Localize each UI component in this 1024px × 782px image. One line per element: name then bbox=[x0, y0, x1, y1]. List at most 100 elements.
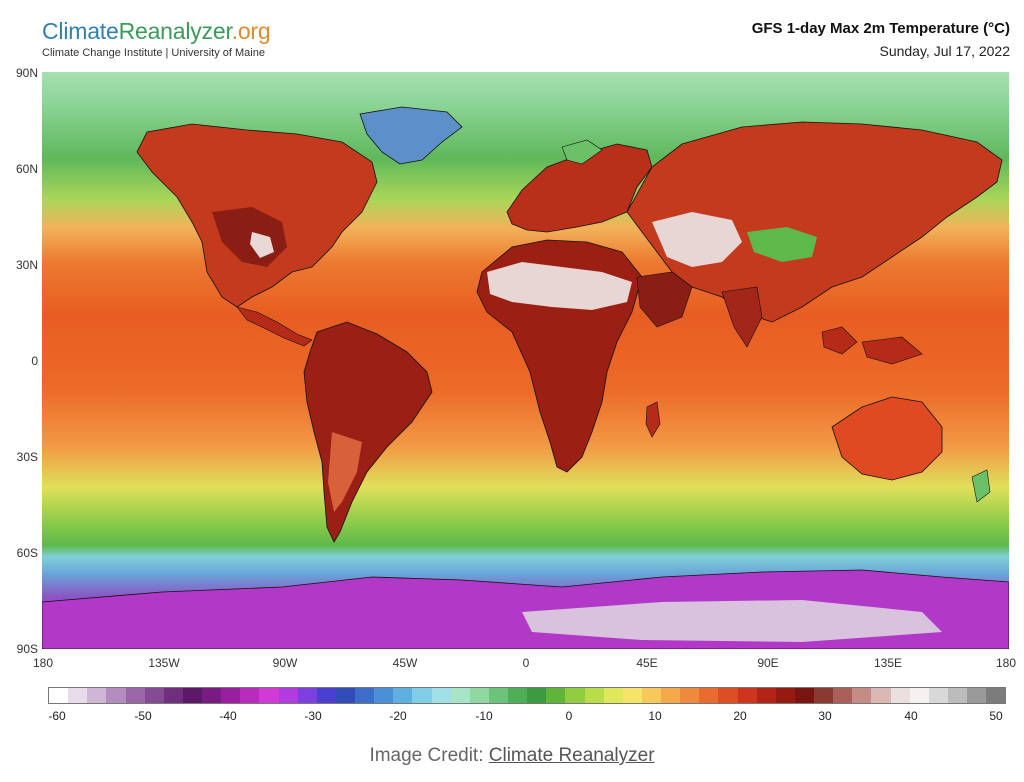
colorbar-swatch bbox=[661, 688, 681, 703]
middle-east-extreme bbox=[652, 212, 742, 267]
colorbar-tick: 20 bbox=[733, 709, 747, 723]
logo-reanalyzer: Reanalyzer bbox=[118, 18, 232, 44]
lon-label: 135E bbox=[873, 656, 903, 670]
colorbar-tick: 40 bbox=[904, 709, 918, 723]
lon-label: 180 bbox=[995, 656, 1017, 670]
colorbar-swatch bbox=[202, 688, 222, 703]
lon-label: 0 bbox=[522, 656, 530, 670]
colorbar-swatch bbox=[278, 688, 298, 703]
north-america-extreme bbox=[250, 232, 274, 258]
colorbar-swatch bbox=[106, 688, 126, 703]
colorbar-swatch bbox=[641, 688, 661, 703]
south-america-south bbox=[328, 432, 362, 512]
temperature-map-graphic bbox=[42, 72, 1009, 649]
colorbar-swatch bbox=[240, 688, 260, 703]
logo-climate: Climate bbox=[42, 18, 119, 44]
colorbar-swatch bbox=[374, 688, 394, 703]
colorbar-swatch bbox=[852, 688, 872, 703]
lon-label: 45E bbox=[636, 656, 658, 670]
colorbar-swatch bbox=[909, 688, 929, 703]
lat-label: 60N bbox=[15, 162, 38, 176]
colorbar-swatch bbox=[718, 688, 738, 703]
logo-domain: .org bbox=[231, 18, 271, 44]
colorbar-swatch bbox=[890, 688, 910, 703]
credit-link[interactable]: Climate Reanalyzer bbox=[488, 745, 655, 766]
logo-subtitle: Climate Change Institute | University of… bbox=[42, 47, 265, 59]
colorbar-tick: -50 bbox=[134, 709, 152, 723]
temperature-colorbar bbox=[48, 687, 1006, 704]
lon-label: 90W bbox=[272, 656, 298, 670]
colorbar-swatch bbox=[756, 688, 776, 703]
colorbar-swatch bbox=[144, 688, 164, 703]
lon-label: 135W bbox=[148, 656, 180, 670]
sahara-extreme bbox=[487, 262, 632, 310]
lon-label: 45W bbox=[392, 656, 418, 670]
colorbar-swatch bbox=[622, 688, 642, 703]
greenland bbox=[359, 106, 463, 165]
colorbar-swatch bbox=[527, 688, 547, 703]
temperature-map bbox=[42, 72, 1009, 649]
central-america bbox=[236, 306, 313, 347]
colorbar-swatch bbox=[125, 688, 145, 703]
colorbar-swatch bbox=[355, 688, 375, 703]
colorbar-swatch bbox=[833, 688, 853, 703]
colorbar-swatch bbox=[967, 688, 987, 703]
colorbar-swatch bbox=[928, 688, 948, 703]
colorbar-tick: -10 bbox=[475, 709, 493, 723]
colorbar-tick: 30 bbox=[818, 709, 832, 723]
colorbar-swatch bbox=[775, 688, 795, 703]
colorbar-swatch bbox=[393, 688, 413, 703]
colorbar-swatch bbox=[259, 688, 279, 703]
colorbar-swatch bbox=[986, 688, 1006, 703]
new-guinea bbox=[861, 336, 923, 365]
colorbar-tick: 0 bbox=[565, 709, 573, 723]
colorbar-swatch bbox=[182, 688, 202, 703]
colorbar-swatch bbox=[469, 688, 489, 703]
colorbar-swatch bbox=[335, 688, 355, 703]
lat-label: 90S bbox=[16, 642, 38, 656]
colorbar-swatch bbox=[488, 688, 508, 703]
map-date: Sunday, Jul 17, 2022 bbox=[879, 43, 1010, 59]
colorbar-swatch bbox=[297, 688, 317, 703]
colorbar-tick: -20 bbox=[389, 709, 407, 723]
lat-label: 30S bbox=[16, 450, 38, 464]
lon-label: 180 bbox=[32, 656, 54, 670]
colorbar-swatch bbox=[163, 688, 183, 703]
colorbar-swatch bbox=[221, 688, 241, 703]
colorbar-swatch bbox=[603, 688, 623, 703]
colorbar-tick: -40 bbox=[219, 709, 237, 723]
borneo bbox=[821, 326, 858, 355]
map-title: GFS 1-day Max 2m Temperature (°C) bbox=[751, 20, 1010, 37]
colorbar-tick: 10 bbox=[648, 709, 662, 723]
india bbox=[721, 286, 763, 348]
lat-label: 0 bbox=[31, 354, 38, 368]
lon-label: 90E bbox=[757, 656, 779, 670]
colorbar-swatch bbox=[794, 688, 814, 703]
colorbar-swatch bbox=[737, 688, 757, 703]
colorbar-swatch bbox=[508, 688, 528, 703]
colorbar-swatch bbox=[412, 688, 432, 703]
colorbar-tick: -60 bbox=[48, 709, 66, 723]
colorbar-swatch bbox=[49, 688, 69, 703]
europe bbox=[506, 143, 653, 233]
colorbar-tick: -30 bbox=[304, 709, 322, 723]
madagascar bbox=[645, 401, 661, 438]
colorbar-swatch bbox=[546, 688, 566, 703]
colorbar-swatch bbox=[584, 688, 604, 703]
lat-label: 60S bbox=[16, 546, 38, 560]
credit-prefix: Image Credit: bbox=[369, 745, 489, 766]
image-credit: Image Credit: Climate Reanalyzer bbox=[0, 745, 1024, 767]
scandinavia bbox=[561, 139, 603, 165]
lat-label: 30N bbox=[15, 258, 38, 272]
australia bbox=[831, 396, 943, 481]
lat-label: 90N bbox=[15, 66, 38, 80]
colorbar-swatch bbox=[565, 688, 585, 703]
colorbar-swatch bbox=[316, 688, 336, 703]
site-logo[interactable]: ClimateReanalyzer.org bbox=[42, 18, 271, 45]
colorbar-swatch bbox=[814, 688, 834, 703]
colorbar-swatch bbox=[947, 688, 967, 703]
colorbar-swatch bbox=[871, 688, 891, 703]
colorbar-swatch bbox=[431, 688, 451, 703]
colorbar-swatch bbox=[68, 688, 88, 703]
new-zealand bbox=[971, 469, 991, 503]
